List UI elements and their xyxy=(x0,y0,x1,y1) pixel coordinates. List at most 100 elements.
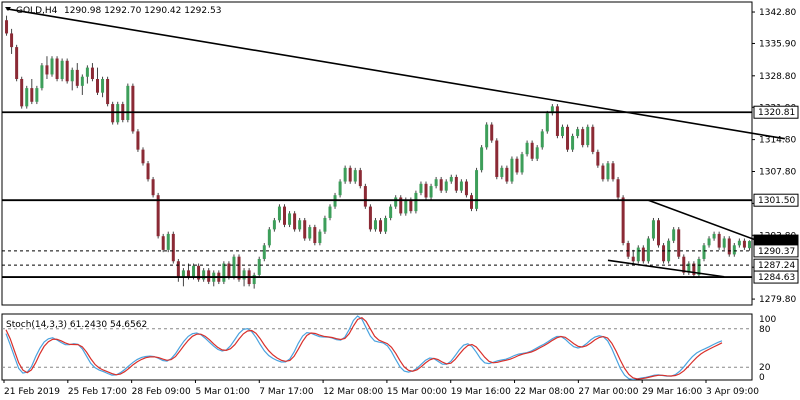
candle xyxy=(712,231,716,241)
oscillator-signal-line xyxy=(5,317,723,380)
candle-body-bear xyxy=(131,85,135,132)
ohlc-readout: 1290.98 1292.70 1290.42 1292.53 xyxy=(64,6,221,16)
candle xyxy=(318,229,322,246)
candle-body-bull xyxy=(389,206,393,218)
candle-body-bear xyxy=(30,88,34,102)
candle-body-bear xyxy=(146,163,150,180)
candle xyxy=(384,215,388,234)
candle-body-bear xyxy=(207,270,211,282)
price-tag-box xyxy=(753,270,799,284)
trendline[interactable] xyxy=(607,259,725,278)
candle xyxy=(151,176,155,198)
candle xyxy=(424,181,428,200)
candle-body-bull xyxy=(434,179,438,187)
candle xyxy=(70,67,74,91)
candle-body-bull xyxy=(449,176,453,182)
candle-body-bull xyxy=(60,60,64,80)
candle-body-bear xyxy=(515,158,519,173)
candle-body-bull xyxy=(702,245,706,259)
candle-body-bear xyxy=(631,256,635,262)
candle-body-bull xyxy=(232,256,236,278)
candle-body-bull xyxy=(571,135,575,150)
candle-body-bear xyxy=(141,149,145,164)
candle-body-bear xyxy=(283,206,286,225)
candle xyxy=(106,76,110,107)
candle-body-bear xyxy=(45,65,49,75)
candle xyxy=(525,140,529,157)
candle xyxy=(96,67,99,95)
candle-body-bull xyxy=(343,167,347,182)
candle-body-bull xyxy=(25,88,29,107)
candle xyxy=(419,181,423,196)
candle-body-bull xyxy=(576,129,580,136)
candle-body-bear xyxy=(237,256,241,280)
candle-body-bull xyxy=(606,163,610,180)
candle xyxy=(343,165,347,184)
candle-body-bull xyxy=(429,186,433,198)
candle xyxy=(677,227,681,259)
candle xyxy=(475,167,479,212)
candle-body-bear xyxy=(626,243,630,257)
time-tick-label: 3 Apr 09:00 xyxy=(706,387,759,397)
candle-body-bear xyxy=(399,197,403,214)
symbol-label: GOLD,H4 xyxy=(16,6,58,16)
price-tag-text: 1292.53 xyxy=(758,237,795,247)
candle xyxy=(55,56,59,82)
candle-body-bull xyxy=(267,229,271,246)
candle-body-bear xyxy=(186,270,190,278)
candle xyxy=(283,204,286,228)
oscillator-pane[interactable] xyxy=(1,313,753,381)
candle xyxy=(277,204,281,223)
candle-body-bear xyxy=(454,176,458,191)
candle-body-bear xyxy=(727,238,731,255)
candle-body-bear xyxy=(313,227,317,244)
candle xyxy=(692,261,696,278)
candle xyxy=(111,101,115,125)
time-tick-label: 25 Feb 17:00 xyxy=(68,387,127,397)
candle xyxy=(439,176,443,193)
candle-body-bull xyxy=(272,220,276,230)
candle xyxy=(414,190,418,214)
candle xyxy=(30,79,34,105)
time-tick-label: 29 Mar 16:00 xyxy=(642,387,702,397)
candle xyxy=(535,145,539,162)
candle-body-bear xyxy=(106,79,110,105)
candle-body-bull xyxy=(192,265,196,278)
candle-body-bull xyxy=(737,240,741,246)
candle-body-bull xyxy=(318,231,322,244)
candle-body-bull xyxy=(288,213,292,225)
candle-body-bear xyxy=(409,199,413,212)
candle-body-bull xyxy=(712,233,716,239)
candle-body-bull xyxy=(672,229,676,241)
candle-body-bear xyxy=(363,186,367,207)
candle xyxy=(15,44,19,82)
candle-body-bear xyxy=(20,79,24,107)
candle xyxy=(707,236,711,248)
candle xyxy=(485,122,489,150)
price-tick-label: 1328.80 xyxy=(759,72,796,82)
candle-body-bull xyxy=(444,181,448,191)
candle xyxy=(146,161,150,182)
candle-body-bull xyxy=(651,220,655,239)
price-level-tag: 1287.24 xyxy=(753,258,799,272)
candle xyxy=(495,138,499,180)
candle-body-bull xyxy=(308,227,312,239)
price-tag-box xyxy=(753,105,799,119)
time-tick-label: 27 Mar 00:00 xyxy=(578,387,638,397)
candle xyxy=(257,256,261,278)
candle xyxy=(141,147,145,166)
candle-body-bear xyxy=(379,220,383,232)
candle-body-bull xyxy=(126,85,130,121)
candle xyxy=(222,261,226,285)
collapse-triangle-icon[interactable] xyxy=(5,7,11,11)
candle-body-bull xyxy=(80,76,84,86)
price-tag-text: 1284.63 xyxy=(758,273,795,283)
candle xyxy=(737,238,741,248)
candle xyxy=(449,174,453,184)
trendline[interactable] xyxy=(6,8,785,140)
candle xyxy=(631,249,635,264)
candle-body-bull xyxy=(373,220,377,230)
candle-body-bear xyxy=(657,220,660,246)
price-tag-box xyxy=(753,193,799,207)
